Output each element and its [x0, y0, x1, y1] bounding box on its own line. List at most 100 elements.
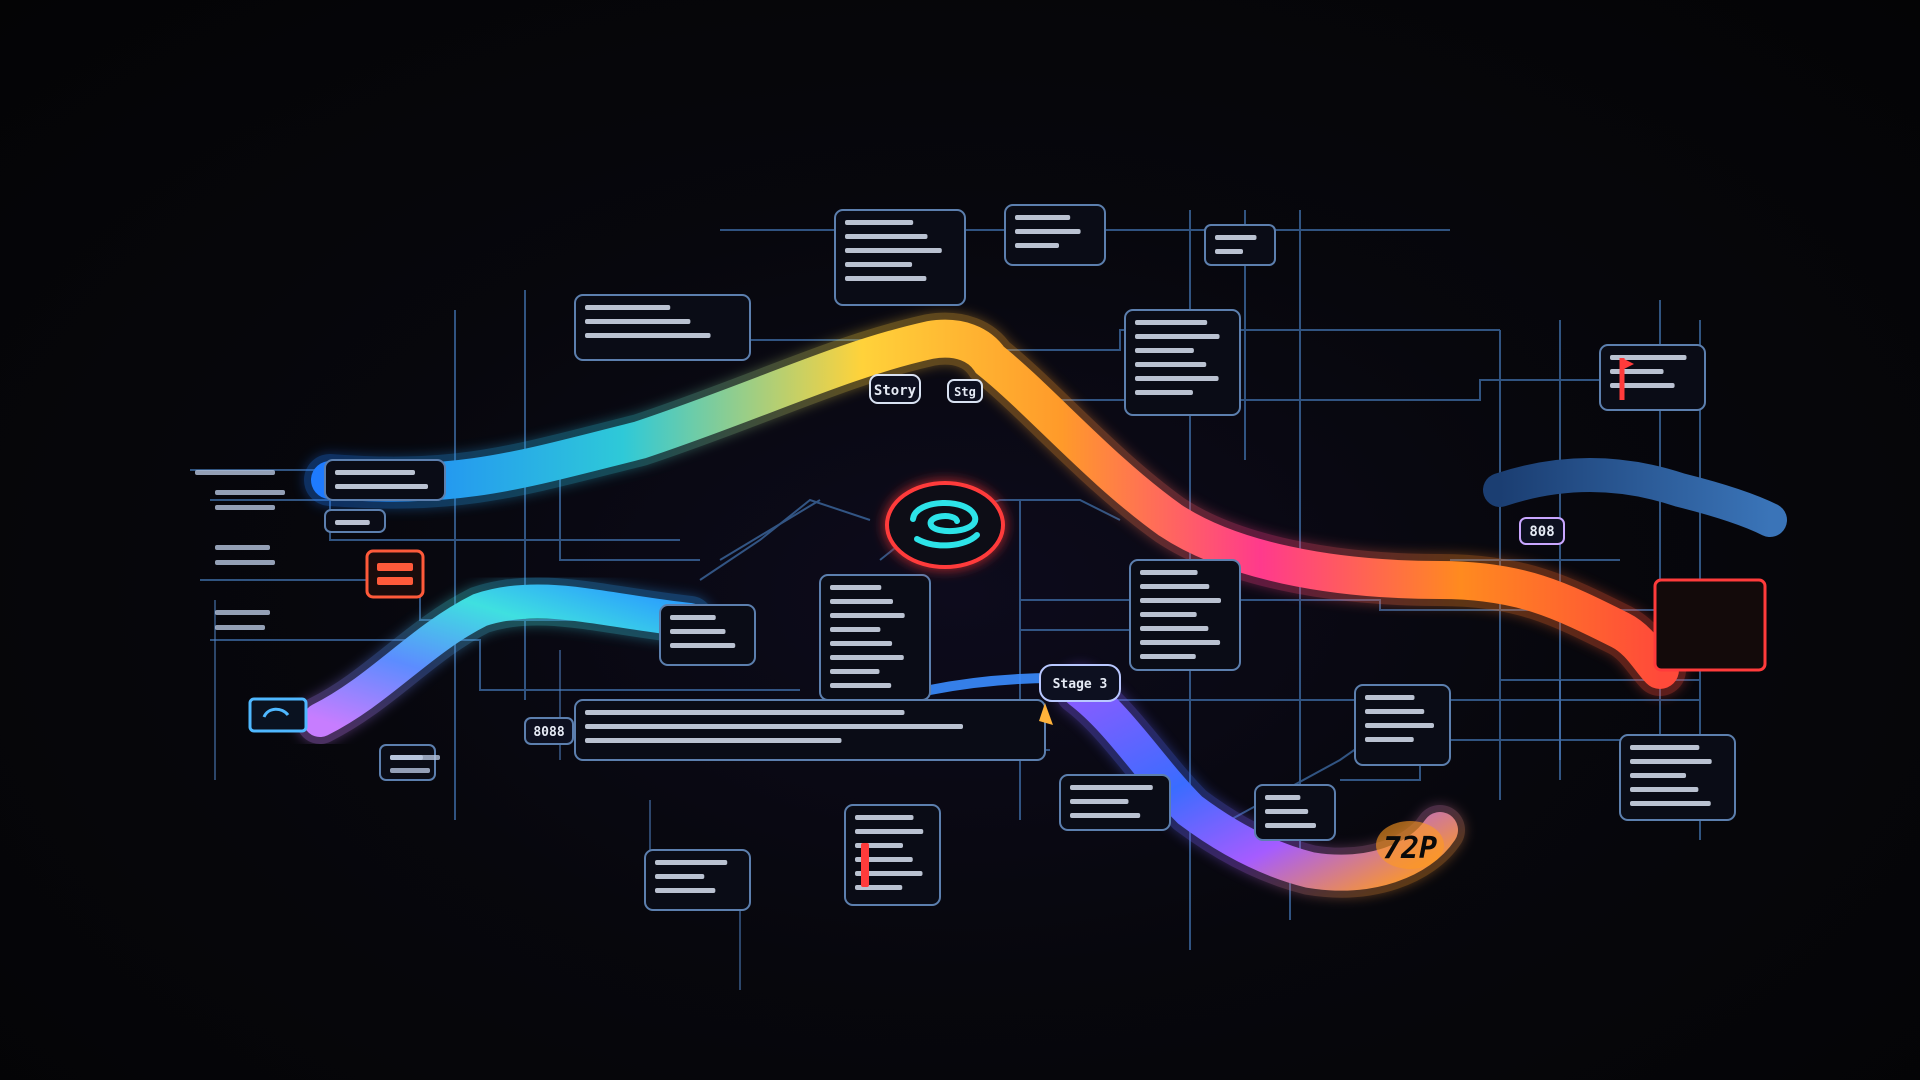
- panel-text-line: [830, 585, 882, 590]
- panel-text-line: [1630, 759, 1712, 764]
- left-side-text: [195, 470, 440, 773]
- panel-text-line: [1140, 612, 1197, 617]
- side-text-line: [215, 545, 270, 550]
- side-text-line: [390, 768, 430, 773]
- panel-text-line: [830, 613, 905, 618]
- side-text-line: [215, 610, 270, 615]
- panel-text-line: [1630, 787, 1699, 792]
- left-ribbon: [303, 584, 707, 737]
- mid-stage-tag: Stage 3: [1053, 677, 1108, 692]
- panel-text-line: [1365, 723, 1434, 728]
- panel-text-line: [845, 220, 914, 225]
- red-stack-icon: [365, 549, 425, 599]
- badge-left-8088: 8088: [533, 725, 564, 740]
- panel-text-line: [1140, 626, 1209, 631]
- panel-text-line: [335, 470, 415, 475]
- red-bar-icon: [861, 843, 869, 887]
- panel-text-line: [1265, 795, 1301, 800]
- panel-text-line: [585, 319, 691, 324]
- panel-text-line: [585, 724, 963, 729]
- badge-right-808: 808: [1529, 524, 1554, 540]
- panel-top-left: [574, 294, 751, 361]
- panel-text-line: [1365, 737, 1414, 742]
- panel-text-lines: [335, 215, 1712, 893]
- panel-text-line: [670, 643, 736, 648]
- panel-text-line: [670, 629, 726, 634]
- panel-text-line: [1070, 785, 1153, 790]
- panel-far-right-top: [1599, 344, 1706, 411]
- panel-text-line: [655, 874, 705, 879]
- panel-text-line: [585, 710, 905, 715]
- panel-text-line: [855, 857, 913, 862]
- side-text-line: [195, 470, 275, 475]
- panel-top-right-b: [1204, 224, 1276, 266]
- panel-text-line: [1265, 809, 1309, 814]
- orange-pin-icon: [1039, 703, 1053, 725]
- panel-text-line: [1070, 799, 1129, 804]
- panel-text-line: [1140, 654, 1196, 659]
- ribbon-label-story: Story: [874, 383, 917, 399]
- panel-left-c: [379, 744, 436, 781]
- top-ribbon: [311, 319, 1679, 689]
- panel-top-center: [1004, 204, 1106, 266]
- panel-text-line: [1070, 813, 1141, 818]
- red-flag-icon: [1619, 358, 1634, 400]
- red-card-icon: [1653, 578, 1767, 672]
- panel-text-line: [845, 262, 913, 267]
- panel-center-bar: [574, 699, 1046, 761]
- panel-text-line: [1015, 215, 1071, 220]
- info-panels: [324, 204, 1736, 911]
- panel-text-line: [1610, 383, 1675, 388]
- navy-ribbon: [1483, 458, 1787, 537]
- side-text-line: [215, 490, 285, 495]
- panel-text-line: [335, 484, 428, 489]
- panel-text-line: [655, 860, 728, 865]
- panel-text-line: [585, 305, 671, 310]
- side-text-line: [390, 755, 440, 760]
- panel-text-line: [1140, 584, 1210, 589]
- panel-text-line: [670, 615, 716, 620]
- panel-text-line: [585, 333, 711, 338]
- panel-text-line: [1135, 390, 1193, 395]
- swirl-logo-icon: [885, 481, 1005, 569]
- panel-text-line: [1015, 229, 1081, 234]
- panel-text-line: [1140, 640, 1221, 645]
- panel-text-line: [1630, 773, 1687, 778]
- panel-text-line: [1140, 570, 1198, 575]
- panel-text-line: [845, 234, 928, 239]
- panel-text-line: [855, 829, 924, 834]
- panel-text-line: [830, 669, 880, 674]
- panel-top-mid: [834, 209, 966, 306]
- panel-text-line: [1135, 376, 1219, 381]
- side-text-line: [215, 560, 275, 565]
- panel-text-line: [1015, 243, 1059, 248]
- panel-text-line: [1215, 249, 1243, 254]
- monitor-icon: [248, 697, 308, 733]
- panel-text-line: [830, 655, 904, 660]
- panel-text-line: [655, 888, 716, 893]
- panel-text-line: [1135, 362, 1207, 367]
- panel-left-a: [324, 459, 446, 501]
- ribbon-label-stg: Stg: [954, 385, 976, 399]
- side-text-line: [215, 625, 265, 630]
- panel-text-line: [845, 276, 927, 281]
- panel-text-line: [1140, 598, 1221, 603]
- panel-text-line: [1610, 369, 1664, 374]
- panel-text-line: [1630, 745, 1700, 750]
- panel-text-line: [845, 248, 942, 253]
- panel-text-line: [335, 520, 370, 525]
- flow-ribbons: [296, 312, 1787, 898]
- panel-text-line: [1630, 801, 1711, 806]
- panel-text-line: [855, 871, 923, 876]
- panel-left-mid: [659, 604, 756, 666]
- orange-tag-icon: [1376, 821, 1444, 869]
- panel-text-line: [855, 815, 914, 820]
- panel-text-line: [1365, 709, 1425, 714]
- panel-mid-left: [819, 574, 931, 701]
- panel-text-line: [830, 641, 893, 646]
- panel-text-line: [585, 738, 842, 743]
- panel-text-line: [1215, 235, 1257, 240]
- panel-text-line: [1365, 695, 1415, 700]
- panel-text-line: [1610, 355, 1687, 360]
